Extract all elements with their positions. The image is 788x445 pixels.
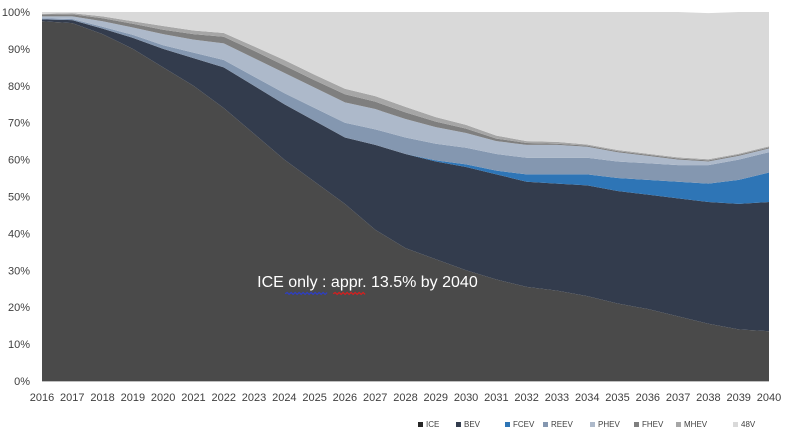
spellcheck-underline-blue [284, 291, 328, 296]
x-axis-tick-labels: 2016 2017 2018 2019 2020 2021 2022 2023 2024 2025… [30, 392, 781, 404]
spellcheck-underline-red [332, 291, 366, 296]
legend-label-48v: 48V [741, 420, 756, 429]
x-tick-label: 2030 [454, 392, 478, 404]
legend-swatch-phev [590, 422, 595, 427]
area-reev [42, 18, 769, 184]
y-tick-label: 20% [8, 302, 30, 314]
y-tick-label: 60% [8, 155, 30, 167]
legend-swatch-fcev [505, 422, 510, 427]
x-tick-label: 2031 [484, 392, 508, 404]
annotation-text: ICE only : appr. 13.5% by 2040 [257, 274, 478, 291]
x-tick-label: 2029 [424, 392, 448, 404]
x-tick-label: 2037 [666, 392, 690, 404]
x-tick-label: 2024 [272, 392, 296, 404]
x-tick-label: 2023 [242, 392, 266, 404]
area-series-group [42, 12, 769, 381]
x-tick-label: 2018 [90, 392, 114, 404]
x-tick-label: 2036 [636, 392, 660, 404]
legend-swatch-bev [456, 422, 461, 427]
y-tick-label: 10% [8, 339, 30, 351]
legend-label-ice: ICE [426, 420, 439, 429]
x-tick-label: 2016 [30, 392, 54, 404]
area-ice [42, 21, 769, 381]
y-tick-label: 90% [8, 44, 30, 56]
y-tick-label: 50% [8, 192, 30, 204]
x-tick-label: 2020 [151, 392, 175, 404]
legend: ICE BEV FCEV REEV PHEV FHEV MHEV 48V [418, 420, 756, 429]
legend-label-reev: REEV [551, 420, 573, 429]
x-tick-label: 2039 [726, 392, 750, 404]
legend-swatch-48v [733, 422, 738, 427]
x-tick-label: 2025 [302, 392, 326, 404]
legend-swatch-ice [418, 422, 423, 427]
area-48v [42, 12, 769, 160]
x-tick-label: 2019 [121, 392, 145, 404]
x-tick-label: 2033 [545, 392, 569, 404]
legend-swatch-reev [543, 422, 548, 427]
legend-label-mhev: MHEV [684, 420, 708, 429]
x-tick-label: 2034 [575, 392, 599, 404]
legend-label-bev: BEV [464, 420, 481, 429]
x-tick-label: 2040 [757, 392, 781, 404]
y-tick-label: 30% [8, 265, 30, 277]
y-tick-label: 0% [14, 376, 30, 388]
area-phev [42, 16, 769, 166]
legend-label-fhev: FHEV [642, 420, 664, 429]
x-tick-label: 2035 [605, 392, 629, 404]
x-tick-label: 2026 [333, 392, 357, 404]
legend-swatch-fhev [634, 422, 639, 427]
legend-label-fcev: FCEV [513, 420, 535, 429]
x-tick-label: 2022 [212, 392, 236, 404]
y-tick-label: 40% [8, 228, 30, 240]
x-tick-label: 2038 [696, 392, 720, 404]
y-tick-label: 80% [8, 81, 30, 93]
y-tick-label: 100% [2, 7, 30, 19]
legend-label-phev: PHEV [598, 420, 620, 429]
area-bev [42, 19, 769, 332]
y-tick-label: 70% [8, 118, 30, 130]
x-tick-label: 2021 [181, 392, 205, 404]
annotation-underlines [284, 291, 366, 296]
x-tick-label: 2028 [393, 392, 417, 404]
x-tick-label: 2017 [60, 392, 84, 404]
x-tick-label: 2027 [363, 392, 387, 404]
x-tick-label: 2032 [514, 392, 538, 404]
y-axis-tick-labels: 0% 10% 20% 30% 40% 50% 60% 70% 80% 90% 100% [2, 7, 30, 388]
area-fcev [42, 19, 769, 204]
legend-swatch-mhev [676, 422, 681, 427]
